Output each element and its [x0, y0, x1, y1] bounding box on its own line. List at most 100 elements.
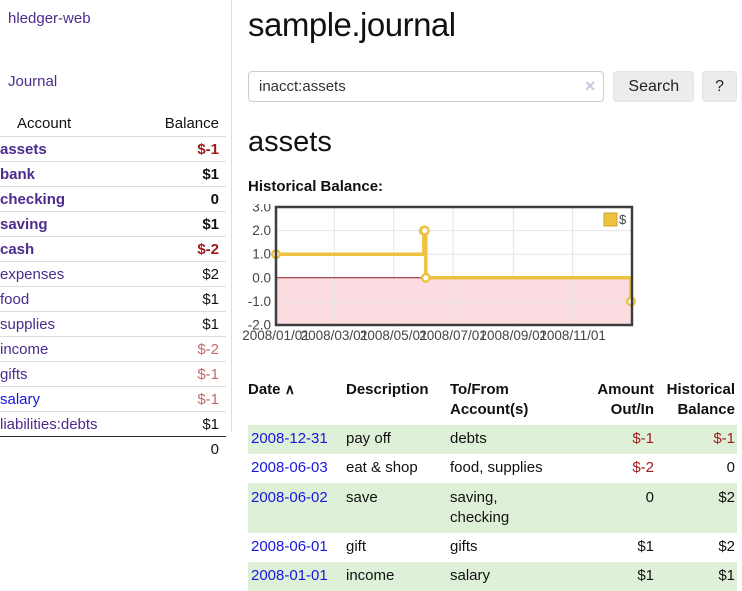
account-link[interactable]: assets [0, 140, 47, 158]
account-balance: $-2 [138, 336, 226, 362]
chart-heading: Historical Balance: [248, 178, 384, 195]
transaction-date-link[interactable]: 2008-06-02 [251, 488, 328, 506]
accounts-table: Account Balance assets $-1 bank $1 checking 0… [0, 111, 226, 461]
account-balance: $1 [138, 311, 226, 337]
help-button[interactable]: ? [702, 71, 737, 102]
balance-cell: $2 [718, 488, 735, 506]
account-row: checking 0 [0, 186, 226, 212]
balance-cell: $2 [718, 538, 735, 555]
svg-text:$: $ [619, 212, 627, 227]
svg-text:0.0: 0.0 [252, 270, 271, 285]
account-title: assets [248, 126, 332, 158]
account-link[interactable]: cash [0, 240, 35, 258]
description-cell: eat & shop [346, 459, 418, 477]
svg-text:2008/07/01: 2008/07/01 [419, 328, 487, 343]
svg-text:2008/05/01: 2008/05/01 [360, 328, 428, 343]
account-row: supplies $1 [0, 311, 226, 337]
description-cell: income [346, 567, 395, 585]
account-link[interactable]: checking [0, 190, 66, 208]
transaction-date-link[interactable]: 2008-06-01 [251, 538, 328, 555]
account-balance: $1 [138, 411, 226, 437]
amount-cell: $1 [637, 567, 654, 585]
table-row[interactable]: 2008-06-01 gift gifts $1 $2 [248, 533, 737, 562]
accounts-cell: gifts [450, 538, 478, 555]
search-bar: × Search ? [248, 71, 737, 102]
chart-svg: $ -2.0 -1.0 0.0 1.0 2.0 3.0 2008/01/012008/03/0… [242, 204, 637, 343]
date-cell: 2008-12-31 [248, 425, 346, 454]
account-balance: $1 [138, 286, 226, 312]
accounts-col-header: Account [17, 115, 72, 132]
account-link[interactable]: liabilities:debts [0, 415, 98, 433]
search-button[interactable]: Search [613, 71, 695, 102]
accounts-cell: saving, checking [450, 488, 510, 526]
account-link[interactable]: supplies [0, 315, 56, 333]
col-header-balance: Historical Balance [666, 381, 735, 419]
account-row: assets $-1 [0, 136, 226, 162]
account-link[interactable]: gifts [0, 365, 28, 383]
account-link[interactable]: food [0, 290, 30, 308]
date-cell: 2008-06-01 [248, 533, 346, 562]
account-row: gifts $-1 [0, 361, 226, 387]
brand-link[interactable]: hledger-web [8, 10, 91, 27]
col-header-description: Description [346, 381, 429, 398]
account-link[interactable]: saving [0, 215, 48, 233]
register-table: Date ∧ Description To/From Account(s) Am… [248, 376, 737, 591]
date-cell: 2008-06-03 [248, 454, 346, 483]
account-link[interactable]: expenses [0, 265, 65, 283]
account-link[interactable]: income [0, 340, 49, 358]
table-row[interactable]: 2008-12-31 pay off debts $-1 $-1 [248, 424, 737, 454]
svg-text:2008/01/01: 2008/01/01 [242, 328, 310, 343]
amount-cell: $-2 [632, 459, 654, 477]
balance-cell: 0 [726, 459, 735, 477]
accounts-cell: salary [450, 567, 491, 585]
sort-asc-icon: ∧ [284, 381, 295, 397]
description-cell: save [346, 488, 378, 506]
col-header-accounts: To/From Account(s) [450, 381, 529, 419]
account-balance: $2 [138, 261, 226, 287]
account-balance: $-1 [138, 136, 226, 162]
account-balance: $-1 [138, 361, 226, 387]
sidebar: hledger-web Journal Account Balance asse… [0, 0, 232, 461]
transaction-date-link[interactable]: 2008-12-31 [251, 430, 328, 447]
transaction-date-link[interactable]: 2008-06-03 [251, 459, 328, 477]
main-content: sample.journal × Search ? assets Histori… [242, 0, 737, 591]
account-balance: $-2 [138, 236, 226, 262]
account-row: food $1 [0, 286, 226, 312]
account-link[interactable]: bank [0, 165, 36, 183]
clear-search-icon[interactable]: × [584, 76, 596, 96]
date-cell: 2008-01-01 [248, 562, 346, 591]
balance-cell: $1 [718, 567, 735, 585]
svg-text:3.0: 3.0 [252, 204, 271, 215]
amount-cell: 0 [645, 488, 654, 506]
account-row: salary $-1 [0, 386, 226, 412]
svg-text:-2.0: -2.0 [248, 318, 271, 333]
table-row[interactable]: 2008-06-03 eat & shop food, supplies $-2 0 [248, 454, 737, 483]
accounts-cell: debts [450, 430, 487, 447]
account-balance: $1 [138, 211, 226, 237]
description-cell: pay off [346, 430, 391, 447]
historical-balance-chart: $ -2.0 -1.0 0.0 1.0 2.0 3.0 2008/01/01 2008/03/0… [240, 204, 737, 346]
table-row[interactable]: 2008-01-01 income salary $1 $1 [248, 561, 737, 591]
amount-cell: $1 [637, 538, 654, 555]
account-balance: 0 [138, 186, 226, 212]
account-link[interactable]: salary [0, 390, 41, 408]
table-row[interactable]: 2008-06-02 save saving, checking 0 $2 [248, 483, 737, 533]
svg-text:2008/09/01: 2008/09/01 [480, 328, 548, 343]
account-row: bank $1 [0, 161, 226, 187]
account-row: cash $-2 [0, 236, 226, 262]
account-row: liabilities:debts $1 [0, 411, 226, 437]
search-input[interactable] [248, 71, 605, 102]
balance-cell: $-1 [713, 430, 735, 447]
account-balance: $1 [138, 161, 226, 187]
svg-text:2.0: 2.0 [252, 223, 271, 238]
svg-text:-1.0: -1.0 [248, 294, 271, 309]
account-row: income $-2 [0, 336, 226, 362]
transaction-date-link[interactable]: 2008-01-01 [251, 567, 328, 585]
accounts-total: 0 [138, 436, 226, 461]
col-header-date[interactable]: Date ∧ [248, 381, 295, 398]
account-row: saving $1 [0, 211, 226, 237]
amount-cell: $-1 [632, 430, 654, 447]
sidebar-item-journal[interactable]: Journal [8, 73, 58, 90]
svg-text:2008/11/01: 2008/11/01 [539, 328, 606, 343]
accounts-cell: food, supplies [450, 459, 543, 477]
